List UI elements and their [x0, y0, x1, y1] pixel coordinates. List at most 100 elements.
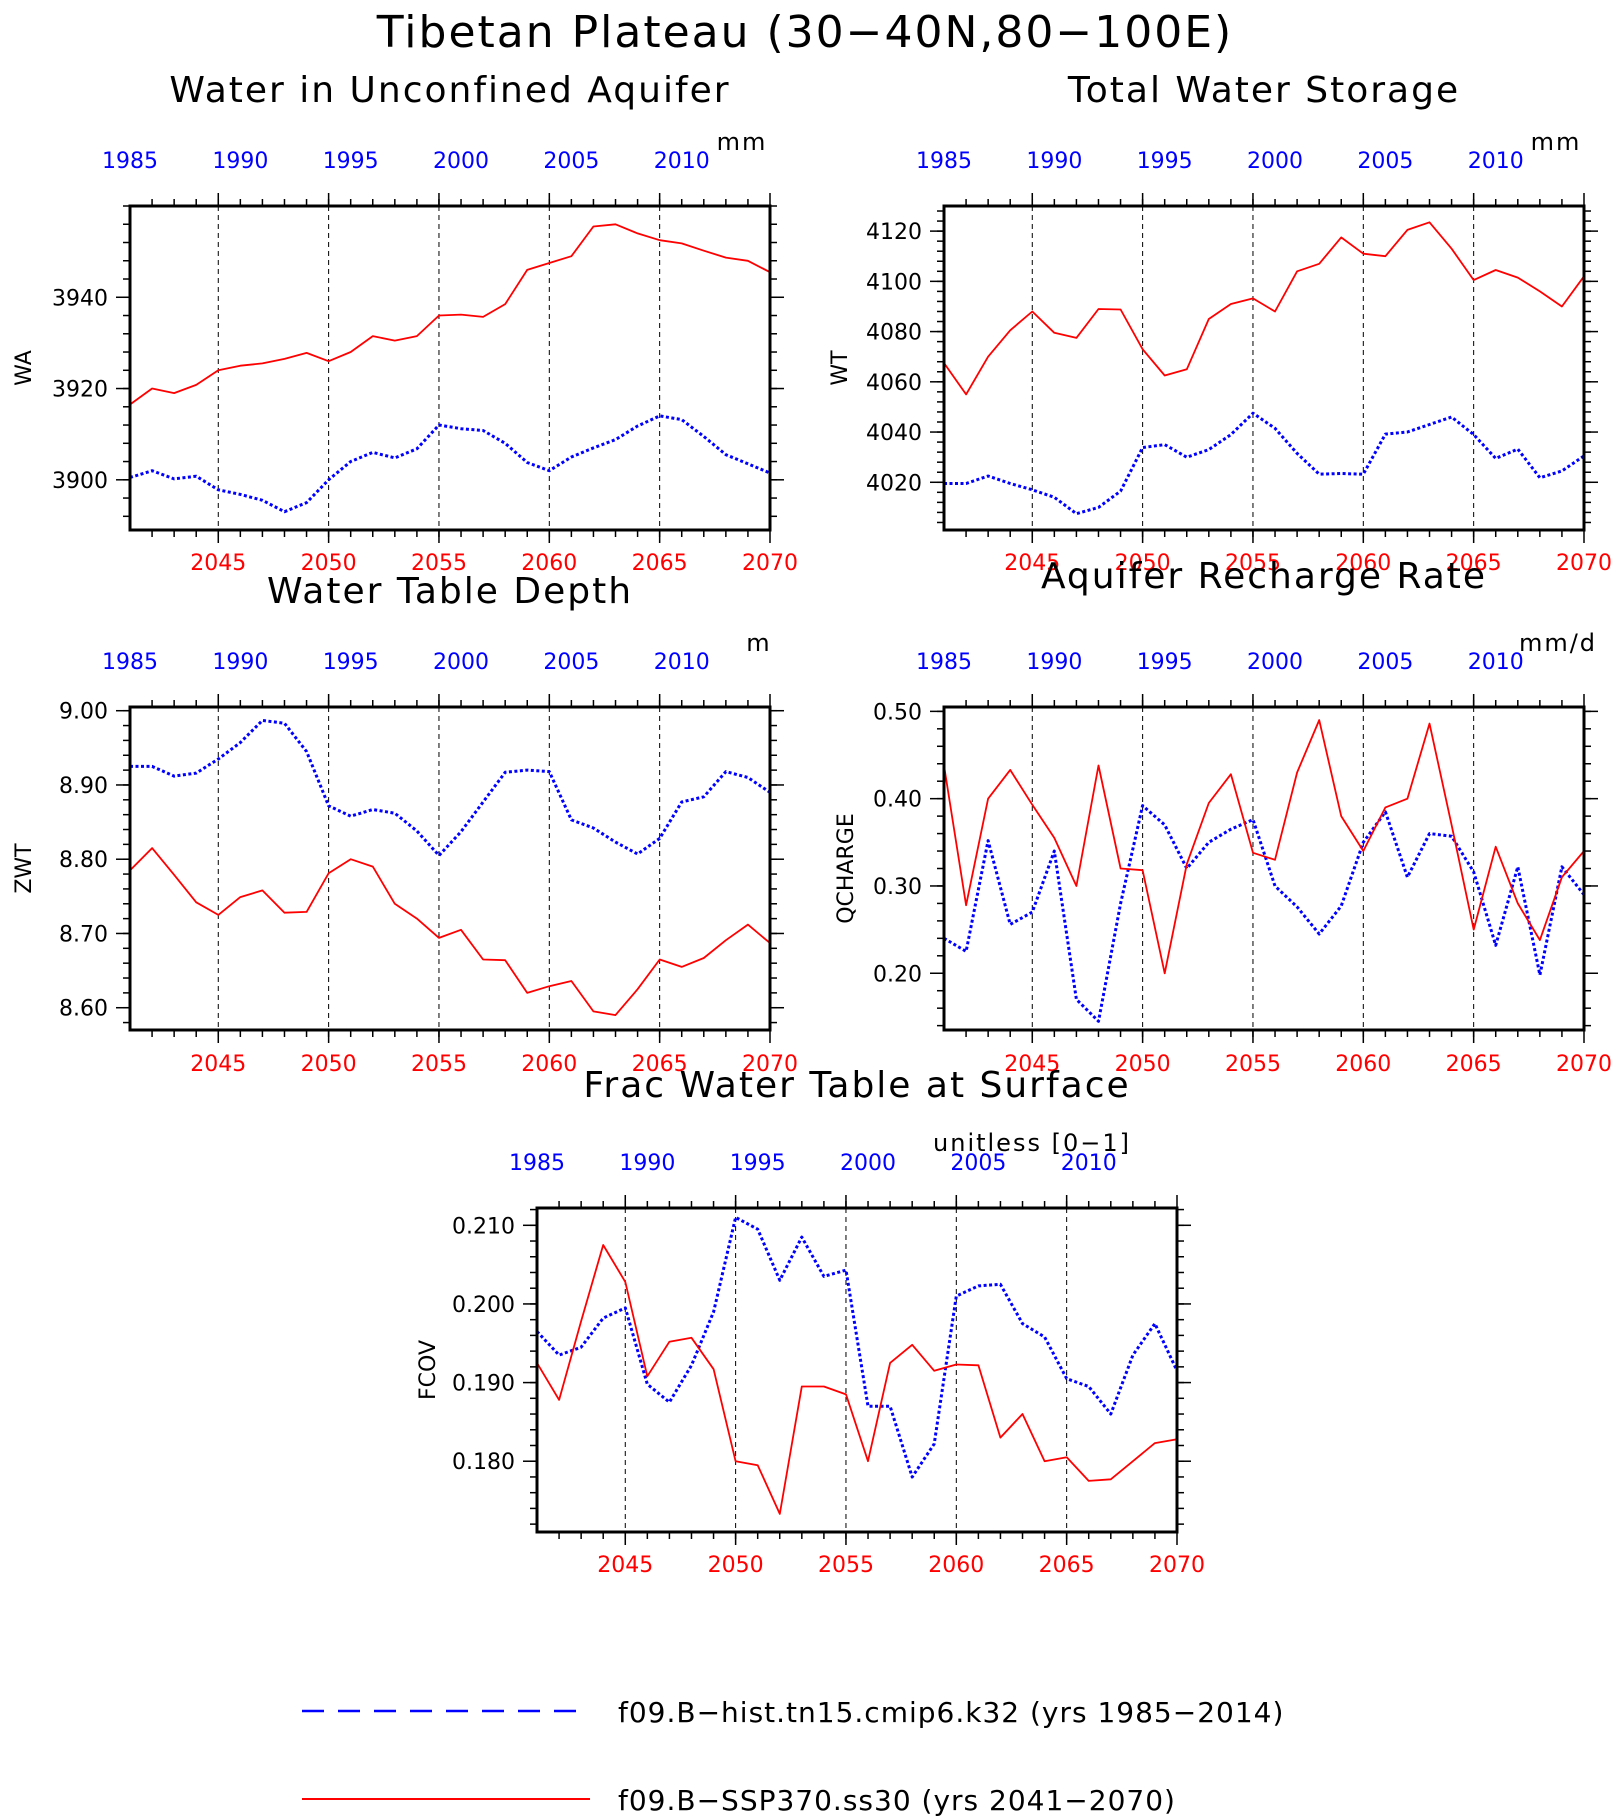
- bottom-tick-label: 2055: [1225, 551, 1281, 576]
- y-tick-label: 0.50: [873, 700, 922, 725]
- bottom-tick-label: 2060: [1335, 551, 1391, 576]
- y-tick-label: 4080: [866, 321, 922, 346]
- main-title: Tibetan Plateau (30−40N,80−100E): [376, 7, 1233, 58]
- bottom-tick-label: 2070: [742, 1052, 798, 1077]
- bottom-tick-label: 2055: [1225, 1052, 1281, 1077]
- y-axis-label: WT: [828, 350, 853, 386]
- hist-series-line: [130, 718, 771, 857]
- y-tick-label: 3940: [52, 286, 108, 311]
- y-tick-label: 4020: [866, 471, 922, 496]
- hist-series-line: [535, 1215, 1179, 1479]
- bottom-tick-label: 2065: [1446, 551, 1502, 576]
- y-tick-label: 0.180: [452, 1450, 515, 1475]
- top-tick-label: 2010: [654, 149, 710, 174]
- panels: Water in Unconfined Aquifer mm WA 2045 2050 2…: [12, 70, 1612, 1578]
- plot-frame: [942, 204, 1586, 532]
- plot-frame: [535, 1206, 1179, 1534]
- y-tick-label: 8.90: [59, 774, 108, 799]
- bottom-tick-label: 2070: [1149, 1553, 1205, 1578]
- top-tick-label: 1985: [916, 149, 972, 174]
- top-tick-label: 2010: [1468, 650, 1524, 675]
- hist-series-line: [944, 411, 1585, 516]
- units-label: mm: [1531, 128, 1582, 156]
- y-tick-label: 0.190: [452, 1372, 515, 1397]
- hist-series-line: [943, 804, 1586, 1023]
- y-tick-label: 0.30: [873, 875, 922, 900]
- bottom-tick-label: 2060: [928, 1553, 984, 1578]
- top-tick-label: 2005: [950, 1151, 1006, 1176]
- top-tick-label: 2005: [1357, 149, 1413, 174]
- bottom-tick-label: 2050: [1115, 1052, 1171, 1077]
- bottom-tick-label: 2055: [411, 1052, 467, 1077]
- y-tick-label: 3920: [52, 378, 108, 403]
- legend-hist-label: f09.B−hist.tn15.cmip6.k32 (yrs 1985−2014…: [618, 1696, 1284, 1729]
- bottom-tick-label: 2070: [742, 551, 798, 576]
- y-axis-label: QCHARGE: [834, 813, 859, 924]
- future-series-line: [943, 221, 1585, 396]
- top-tick-label: 2000: [1247, 149, 1303, 174]
- top-tick-label: 1990: [212, 650, 268, 675]
- legend: f09.B−hist.tn15.cmip6.k32 (yrs 1985−2014…: [302, 1696, 1284, 1817]
- top-tick-label: 2000: [840, 1151, 896, 1176]
- top-tick-label: 1995: [1137, 650, 1193, 675]
- bottom-tick-label: 2045: [190, 1052, 246, 1077]
- y-tick-label: 9.00: [59, 700, 108, 725]
- panel-title: Frac Water Table at Surface: [583, 1065, 1130, 1106]
- y-tick-label: 3900: [52, 469, 108, 494]
- bottom-tick-label: 2065: [632, 551, 688, 576]
- top-tick-label: 2010: [1061, 1151, 1117, 1176]
- top-tick-label: 1985: [916, 650, 972, 675]
- panel-5: Frac Water Table at Surface unitless [0−1…: [416, 1065, 1205, 1578]
- y-tick-label: 4120: [866, 220, 922, 245]
- top-tick-label: 1990: [1026, 149, 1082, 174]
- panel-1: Water in Unconfined Aquifer mm WA 2045 2050 2…: [12, 70, 798, 576]
- panel-title: Water Table Depth: [267, 571, 633, 612]
- bottom-tick-label: 2065: [1446, 1052, 1502, 1077]
- bottom-tick-label: 2050: [708, 1553, 764, 1578]
- panel-2: Total Water Storage mm WT 2045 2050 2055 2060 2…: [828, 70, 1612, 576]
- y-tick-label: 8.70: [59, 922, 108, 947]
- panel-title: Aquifer Recharge Rate: [1041, 556, 1487, 597]
- bottom-tick-label: 2065: [1039, 1553, 1095, 1578]
- bottom-tick-label: 2055: [411, 551, 467, 576]
- y-tick-label: 0.200: [452, 1293, 515, 1318]
- top-tick-label: 1990: [212, 149, 268, 174]
- bottom-tick-label: 2060: [521, 1052, 577, 1077]
- units-label: mm: [717, 128, 768, 156]
- y-tick-label: 4060: [866, 371, 922, 396]
- bottom-tick-label: 2065: [632, 1052, 688, 1077]
- top-tick-label: 2010: [1468, 149, 1524, 174]
- future-series-line: [943, 719, 1585, 975]
- bottom-tick-label: 2045: [1004, 551, 1060, 576]
- bottom-tick-label: 2045: [597, 1553, 653, 1578]
- bottom-tick-label: 2050: [301, 551, 357, 576]
- panel-title: Water in Unconfined Aquifer: [169, 70, 730, 111]
- plot-frame: [128, 204, 772, 532]
- y-axis-label: FCOV: [416, 1340, 441, 1400]
- future-series-line: [129, 847, 771, 1016]
- top-tick-label: 2005: [543, 149, 599, 174]
- future-series-line: [129, 223, 771, 406]
- top-tick-label: 2000: [433, 650, 489, 675]
- top-tick-label: 1995: [730, 1151, 786, 1176]
- y-axis-label: WA: [12, 350, 37, 386]
- top-tick-label: 2000: [433, 149, 489, 174]
- top-tick-label: 1990: [1026, 650, 1082, 675]
- y-tick-label: 0.210: [452, 1214, 515, 1239]
- y-tick-label: 0.40: [873, 788, 922, 813]
- units-label: unitless [0−1]: [933, 1129, 1131, 1157]
- bottom-tick-label: 2050: [301, 1052, 357, 1077]
- top-tick-label: 1995: [323, 149, 379, 174]
- bottom-tick-label: 2045: [1004, 1052, 1060, 1077]
- plot-frame: [942, 705, 1586, 1032]
- y-axis-label: ZWT: [12, 843, 37, 894]
- hist-series-line: [129, 414, 771, 514]
- top-tick-label: 2000: [1247, 650, 1303, 675]
- bottom-tick-label: 2060: [1335, 1052, 1391, 1077]
- y-tick-label: 4100: [866, 270, 922, 295]
- units-label: mm/d: [1519, 629, 1597, 657]
- units-label: m: [746, 629, 771, 657]
- bottom-tick-label: 2055: [818, 1553, 874, 1578]
- bottom-tick-label: 2070: [1556, 551, 1612, 576]
